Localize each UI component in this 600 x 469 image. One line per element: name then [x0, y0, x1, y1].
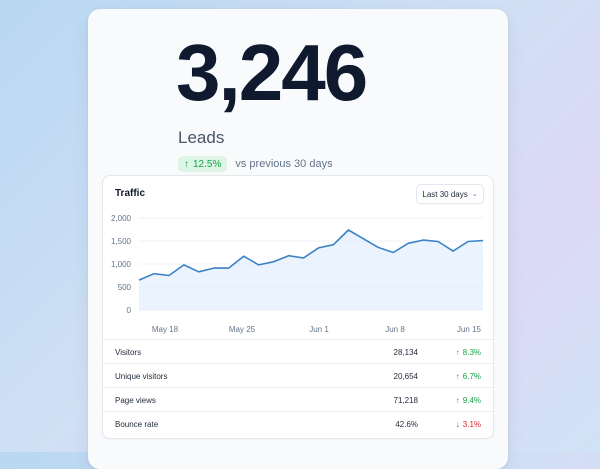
- x-tick-label: May 18: [152, 325, 179, 334]
- y-tick-label: 1,500: [111, 237, 132, 246]
- date-range-label: Last 30 days: [422, 189, 468, 199]
- stat-change: ↑ 6.7%: [456, 372, 481, 381]
- arrow-up-icon: ↑: [455, 372, 460, 381]
- x-tick-label: Jun 8: [385, 325, 405, 334]
- stat-change: ↓ 3.1%: [456, 420, 481, 429]
- arrow-up-icon: ↑: [184, 158, 189, 170]
- y-tick-label: 2,000: [111, 214, 132, 223]
- stat-change-value: 6.7%: [462, 372, 481, 381]
- stat-name: Bounce rate: [115, 420, 159, 429]
- y-tick-label: 500: [118, 283, 132, 292]
- arrow-down-icon: ↓: [455, 420, 460, 429]
- stat-row: Page views 71,218 ↑ 9.4%: [103, 387, 493, 411]
- metric-label: Leads: [178, 128, 225, 147]
- arrow-up-icon: ↑: [455, 348, 460, 357]
- stat-name: Unique visitors: [115, 372, 168, 381]
- traffic-area: [139, 230, 483, 310]
- metric-change-row: ↑ 12.5% vs previous 30 days: [178, 156, 333, 172]
- panel-title: Traffic: [115, 188, 146, 199]
- arrow-up-icon: ↑: [455, 396, 460, 405]
- stat-row: Unique visitors 20,654 ↑ 6.7%: [103, 363, 493, 387]
- y-tick-label: 0: [127, 306, 132, 315]
- date-range-dropdown[interactable]: Last 30 days ⌄: [416, 184, 484, 204]
- stat-change: ↑ 9.4%: [456, 396, 481, 405]
- stat-value: 20,654: [393, 372, 418, 381]
- stat-name: Visitors: [115, 348, 142, 357]
- metric-card: 3,246 Leads ↑ 12.5% vs previous 30 days …: [88, 9, 508, 469]
- stat-row: Bounce rate 42.6% ↓ 3.1%: [103, 411, 493, 435]
- traffic-panel: Traffic Last 30 days ⌄ 0 500 1,000 1,500 2,0…: [102, 175, 494, 439]
- metric-change-value: 12.5%: [193, 158, 222, 170]
- traffic-chart: 0 500 1,000 1,500 2,000 May 18 May 25 Jun 1 Jun…: [111, 214, 484, 334]
- stat-value: 28,134: [393, 348, 418, 357]
- stats-list: Visitors 28,134 ↑ 8.3% Unique visitors 20,654…: [103, 339, 493, 435]
- x-tick-label: Jun 15: [457, 325, 482, 334]
- stat-change-value: 9.4%: [462, 396, 481, 405]
- y-tick-label: 1,000: [111, 260, 132, 269]
- stat-value: 42.6%: [395, 420, 418, 429]
- stat-change-value: 3.1%: [462, 420, 481, 429]
- traffic-line: [138, 229, 484, 281]
- stat-row: Visitors 28,134 ↑ 8.3%: [103, 339, 493, 363]
- metric-value: 3,246: [176, 28, 368, 117]
- metric-comparison: vs previous 30 days: [235, 158, 333, 170]
- x-tick-label: Jun 1: [309, 325, 329, 334]
- x-tick-label: May 25: [229, 325, 256, 334]
- chevron-down-icon: ⌄: [471, 191, 478, 198]
- stat-value: 71,218: [393, 396, 418, 405]
- stat-change-value: 8.3%: [462, 348, 481, 357]
- metric-change-badge: ↑ 12.5%: [178, 156, 228, 172]
- stat-change: ↑ 8.3%: [456, 348, 481, 357]
- stat-name: Page views: [115, 396, 156, 405]
